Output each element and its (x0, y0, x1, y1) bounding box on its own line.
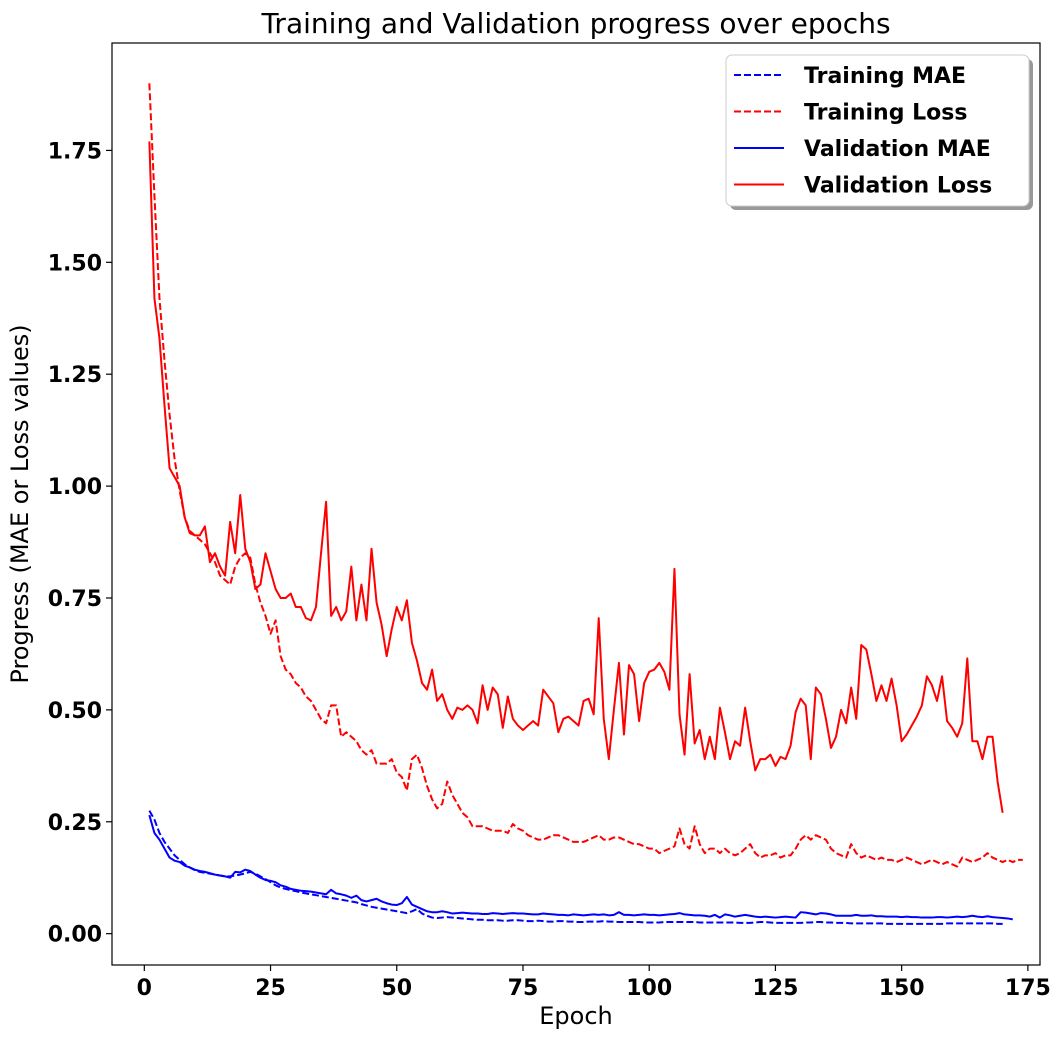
x-tick-label: 0 (137, 976, 152, 1001)
y-axis: 0.00 0.25 0.50 0.75 1.00 1.25 1.50 1.75 (48, 139, 112, 948)
y-tick-label: 0.50 (48, 699, 102, 724)
chart-title: Training and Validation progress over ep… (260, 7, 890, 40)
x-tick-label: 150 (879, 976, 925, 1001)
legend-label-validation-mae: Validation MAE (804, 137, 991, 162)
series-line-validation-loss (148, 141, 1004, 813)
y-axis-label: Progress (MAE or Loss values) (6, 324, 34, 683)
y-tick-label: 0.00 (48, 923, 102, 948)
legend-label-validation-loss: Validation Loss (804, 174, 992, 199)
y-tick-label: 0.75 (48, 587, 102, 612)
x-tick-label: 50 (381, 976, 412, 1001)
legend-label-training-mae: Training MAE (804, 64, 966, 89)
y-tick-label: 1.25 (48, 363, 102, 388)
y-tick-label: 1.75 (48, 139, 102, 164)
x-tick-label: 125 (752, 976, 798, 1001)
x-tick-label: 175 (1005, 976, 1051, 1001)
x-axis: 0 25 50 75 100 125 150 175 (137, 965, 1051, 1001)
y-tick-label: 1.00 (48, 475, 102, 500)
x-tick-label: 75 (508, 976, 539, 1001)
x-tick-label: 100 (626, 976, 672, 1001)
legend: Training MAE Training Loss Validation MAE V… (725, 54, 1033, 210)
x-tick-label: 25 (255, 976, 286, 1001)
series-line-training-mae (148, 810, 1003, 925)
series-line-validation-mae (148, 814, 1013, 921)
x-axis-label: Epoch (539, 1002, 613, 1030)
plot-frame (111, 42, 1041, 966)
y-tick-label: 0.25 (48, 811, 102, 836)
y-tick-label: 1.50 (48, 251, 102, 276)
legend-box (725, 54, 1030, 207)
series-group (148, 83, 1023, 925)
legend-label-training-loss: Training Loss (804, 101, 967, 126)
series-line-training-loss (148, 83, 1023, 868)
